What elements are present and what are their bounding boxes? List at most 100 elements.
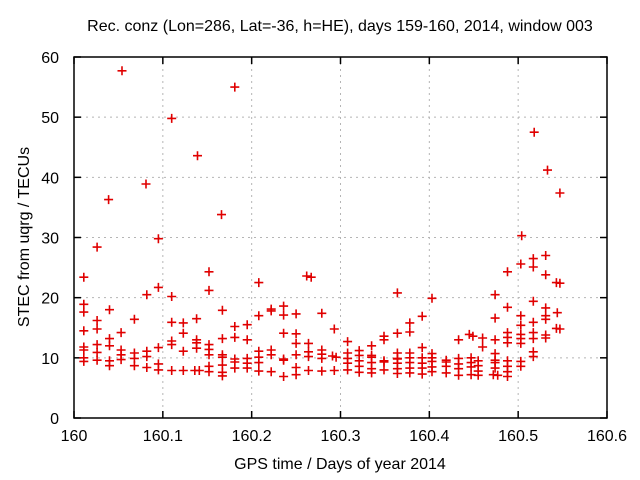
y-tick-label: 20 bbox=[41, 291, 59, 308]
data-point bbox=[490, 335, 500, 345]
data-point bbox=[529, 127, 539, 137]
data-point bbox=[230, 363, 240, 373]
data-point bbox=[142, 363, 152, 372]
data-point bbox=[541, 314, 551, 324]
data-point bbox=[379, 357, 389, 367]
data-point bbox=[217, 371, 227, 381]
data-point bbox=[230, 322, 240, 331]
data-point bbox=[116, 328, 126, 338]
data-point bbox=[116, 355, 126, 365]
data-point bbox=[379, 335, 389, 345]
data-point bbox=[279, 310, 289, 320]
chart-title: Rec. conz (Lon=286, Lat=-36, h=HE), days… bbox=[87, 18, 593, 35]
data-point bbox=[167, 317, 177, 327]
data-point bbox=[541, 303, 551, 313]
data-point bbox=[304, 366, 313, 375]
data-point bbox=[503, 302, 512, 312]
data-point bbox=[555, 324, 565, 334]
x-tick-label: 160 bbox=[61, 428, 88, 445]
data-point bbox=[528, 254, 538, 264]
x-tick-label: 160.6 bbox=[587, 428, 627, 445]
data-point bbox=[178, 346, 188, 356]
data-point bbox=[105, 341, 114, 351]
data-point bbox=[217, 305, 227, 315]
data-point bbox=[291, 338, 301, 348]
data-point bbox=[367, 341, 377, 351]
data-point bbox=[192, 314, 202, 324]
data-point bbox=[279, 328, 289, 338]
data-point bbox=[541, 333, 551, 343]
data-point bbox=[405, 318, 415, 328]
data-point bbox=[192, 343, 202, 353]
data-point bbox=[302, 271, 312, 281]
data-point bbox=[329, 366, 339, 375]
data-point bbox=[105, 305, 114, 315]
data-point bbox=[142, 290, 152, 300]
data-point bbox=[92, 324, 102, 334]
data-point bbox=[541, 251, 551, 260]
data-point bbox=[493, 370, 503, 380]
data-point bbox=[254, 311, 264, 321]
data-point bbox=[178, 366, 188, 375]
data-point bbox=[204, 267, 214, 277]
data-point bbox=[153, 365, 163, 375]
data-point bbox=[279, 301, 289, 311]
data-point bbox=[354, 367, 364, 377]
x-tick-label: 160.4 bbox=[409, 428, 449, 445]
data-point bbox=[543, 165, 552, 175]
data-point bbox=[167, 366, 177, 375]
y-tick-label: 60 bbox=[41, 50, 59, 67]
data-point bbox=[142, 352, 152, 362]
data-point bbox=[230, 332, 240, 342]
data-point bbox=[279, 355, 289, 365]
data-point bbox=[317, 366, 327, 376]
data-point bbox=[427, 293, 437, 303]
data-point bbox=[552, 308, 562, 318]
data-point bbox=[79, 345, 89, 355]
data-point bbox=[441, 368, 451, 378]
x-axis-label: GPS time / Days of year 2014 bbox=[234, 456, 446, 473]
data-point bbox=[528, 334, 538, 344]
data-point bbox=[254, 358, 264, 368]
data-point bbox=[92, 316, 102, 325]
data-point bbox=[343, 337, 353, 347]
data-point bbox=[516, 361, 526, 371]
data-point bbox=[528, 262, 538, 272]
data-point bbox=[417, 343, 427, 353]
data-point bbox=[178, 318, 188, 328]
data-point bbox=[79, 356, 89, 366]
data-point bbox=[167, 292, 177, 301]
data-point bbox=[490, 363, 500, 373]
data-point bbox=[79, 272, 89, 282]
data-point bbox=[153, 282, 163, 292]
data-point bbox=[490, 313, 500, 323]
data-point bbox=[178, 328, 188, 338]
data-point bbox=[242, 363, 252, 373]
data-point bbox=[242, 335, 252, 345]
data-point bbox=[343, 365, 353, 375]
data-point bbox=[279, 372, 289, 381]
y-tick-label: 40 bbox=[41, 170, 59, 187]
data-point bbox=[291, 350, 301, 360]
data-point bbox=[204, 285, 214, 295]
data-point bbox=[204, 367, 214, 377]
x-tick-label: 160.5 bbox=[498, 428, 538, 445]
data-point bbox=[104, 195, 114, 205]
data-point bbox=[541, 270, 551, 280]
data-point bbox=[217, 210, 226, 220]
data-point bbox=[367, 368, 377, 378]
data-point bbox=[291, 329, 301, 339]
data-point bbox=[555, 278, 565, 288]
data-point bbox=[304, 338, 313, 348]
data-point bbox=[230, 82, 240, 92]
data-point bbox=[254, 366, 264, 376]
y-tick-label: 50 bbox=[41, 110, 59, 127]
data-point bbox=[266, 367, 276, 377]
data-point bbox=[92, 347, 102, 357]
data-point bbox=[392, 369, 402, 378]
data-point bbox=[92, 340, 102, 350]
data-point bbox=[417, 369, 427, 379]
data-point bbox=[454, 335, 464, 345]
data-point bbox=[392, 288, 402, 298]
